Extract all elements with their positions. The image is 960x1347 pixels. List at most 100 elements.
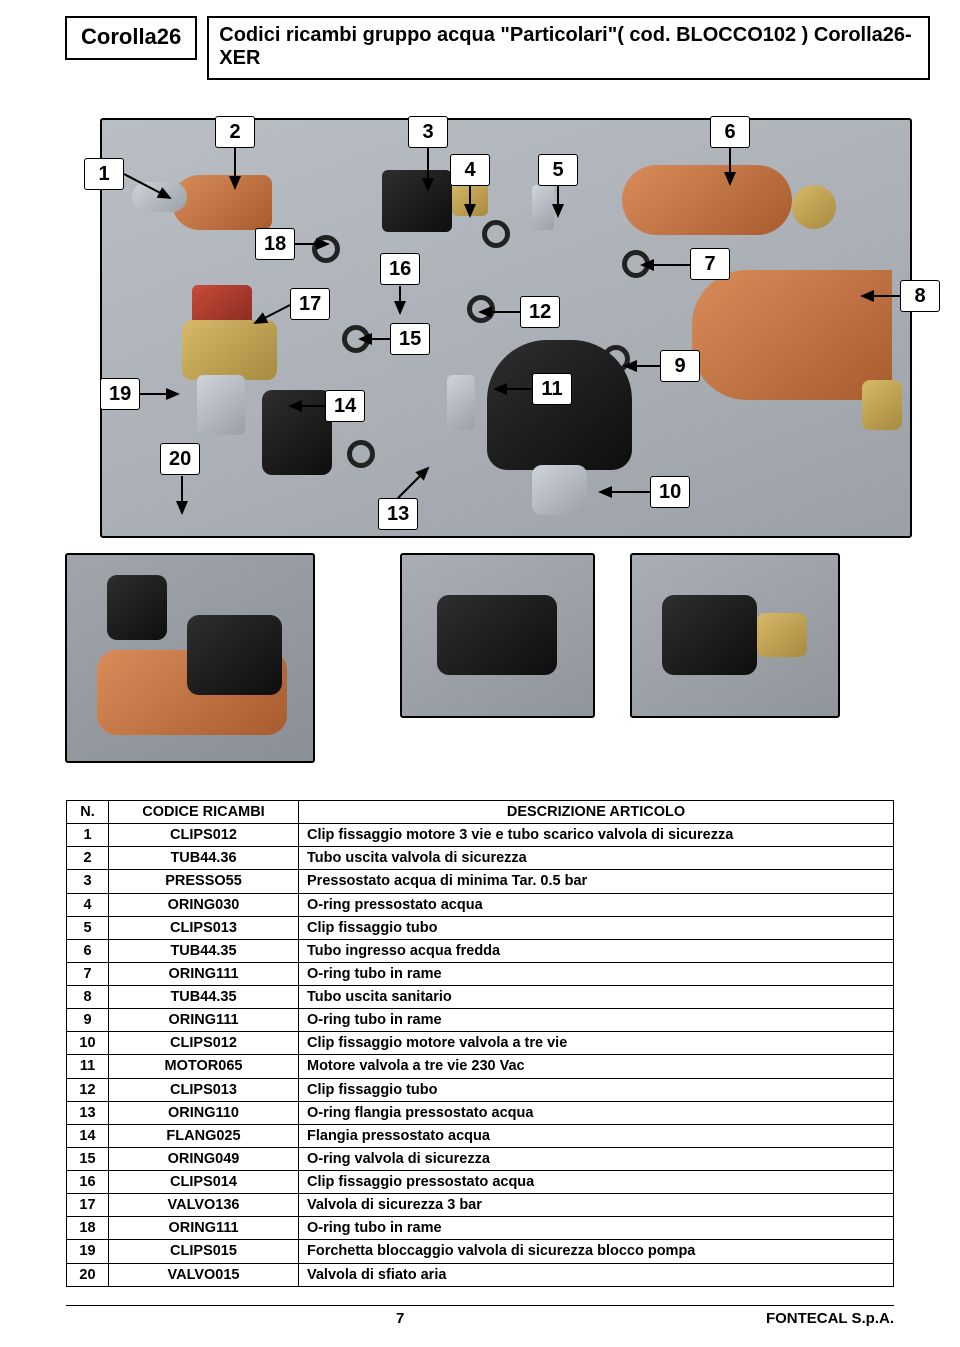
table-row: 5CLIPS013Clip fissaggio tubo <box>67 916 894 939</box>
cell-desc: O-ring tubo in rame <box>299 1009 894 1032</box>
cell-n: 17 <box>67 1194 109 1217</box>
callout-14: 14 <box>325 390 365 422</box>
cell-desc: Clip fissaggio motore valvola a tre vie <box>299 1032 894 1055</box>
cell-code: VALVO136 <box>109 1194 299 1217</box>
cell-code: FLANG025 <box>109 1124 299 1147</box>
cell-n: 4 <box>67 893 109 916</box>
cell-n: 10 <box>67 1032 109 1055</box>
cell-code: TUB44.35 <box>109 986 299 1009</box>
cell-desc: O-ring valvola di sicurezza <box>299 1147 894 1170</box>
cell-n: 1 <box>67 824 109 847</box>
callout-15: 15 <box>390 323 430 355</box>
cell-code: ORING049 <box>109 1147 299 1170</box>
cell-n: 14 <box>67 1124 109 1147</box>
callout-11: 11 <box>532 373 572 405</box>
table-row: 16CLIPS014Clip fissaggio pressostato acq… <box>67 1171 894 1194</box>
callout-20: 20 <box>160 443 200 475</box>
cell-n: 11 <box>67 1055 109 1078</box>
table-row: 18ORING111O-ring tubo in rame <box>67 1217 894 1240</box>
callout-6: 6 <box>710 116 750 148</box>
cell-code: ORING110 <box>109 1101 299 1124</box>
cell-n: 9 <box>67 1009 109 1032</box>
page-number: 7 <box>396 1310 404 1327</box>
cell-desc: O-ring pressostato acqua <box>299 893 894 916</box>
table-row: 15ORING049O-ring valvola di sicurezza <box>67 1147 894 1170</box>
cell-code: CLIPS015 <box>109 1240 299 1263</box>
callout-8: 8 <box>900 280 940 312</box>
cell-n: 8 <box>67 986 109 1009</box>
photo-sub-2 <box>400 553 595 718</box>
cell-code: CLIPS013 <box>109 1078 299 1101</box>
parts-tbody: 1CLIPS012Clip fissaggio motore 3 vie e t… <box>67 824 894 1287</box>
table-row: 7ORING111O-ring tubo in rame <box>67 962 894 985</box>
cell-n: 19 <box>67 1240 109 1263</box>
cell-desc: Pressostato acqua di minima Tar. 0.5 bar <box>299 870 894 893</box>
cell-desc: Forchetta bloccaggio valvola di sicurezz… <box>299 1240 894 1263</box>
th-n: N. <box>67 801 109 824</box>
cell-code: VALVO015 <box>109 1263 299 1286</box>
cell-desc: Tubo uscita sanitario <box>299 986 894 1009</box>
callout-19: 19 <box>100 378 140 410</box>
callout-2: 2 <box>215 116 255 148</box>
callout-17: 17 <box>290 288 330 320</box>
cell-n: 20 <box>67 1263 109 1286</box>
doc-title: Corolla26 <box>65 16 197 60</box>
footer: 7 FONTECAL S.p.A. <box>66 1305 894 1327</box>
table-row: 20VALVO015Valvola di sfiato aria <box>67 1263 894 1286</box>
cell-desc: O-ring tubo in rame <box>299 962 894 985</box>
cell-desc: Clip fissaggio motore 3 vie e tubo scari… <box>299 824 894 847</box>
cell-code: ORING030 <box>109 893 299 916</box>
cell-code: TUB44.36 <box>109 847 299 870</box>
photo-sub-3 <box>630 553 840 718</box>
doc-subtitle: Codici ricambi gruppo acqua "Particolari… <box>207 16 930 80</box>
table-row: 12CLIPS013Clip fissaggio tubo <box>67 1078 894 1101</box>
table-row: 19CLIPS015Forchetta bloccaggio valvola d… <box>67 1240 894 1263</box>
table-row: 1CLIPS012Clip fissaggio motore 3 vie e t… <box>67 824 894 847</box>
cell-code: CLIPS012 <box>109 1032 299 1055</box>
cell-n: 18 <box>67 1217 109 1240</box>
cell-code: ORING111 <box>109 1217 299 1240</box>
table-row: 4ORING030O-ring pressostato acqua <box>67 893 894 916</box>
callout-9: 9 <box>660 350 700 382</box>
cell-code: MOTOR065 <box>109 1055 299 1078</box>
cell-n: 15 <box>67 1147 109 1170</box>
callout-1: 1 <box>84 158 124 190</box>
callout-18: 18 <box>255 228 295 260</box>
cell-n: 5 <box>67 916 109 939</box>
cell-desc: Motore valvola a tre vie 230 Vac <box>299 1055 894 1078</box>
table-row: 10CLIPS012Clip fissaggio motore valvola … <box>67 1032 894 1055</box>
table-row: 13ORING110O-ring flangia pressostato acq… <box>67 1101 894 1124</box>
table-row: 11MOTOR065Motore valvola a tre vie 230 V… <box>67 1055 894 1078</box>
callout-12: 12 <box>520 296 560 328</box>
cell-code: ORING111 <box>109 1009 299 1032</box>
cell-desc: Valvola di sicurezza 3 bar <box>299 1194 894 1217</box>
th-desc: DESCRIZIONE ARTICOLO <box>299 801 894 824</box>
callout-10: 10 <box>650 476 690 508</box>
table-row: 17VALVO136Valvola di sicurezza 3 bar <box>67 1194 894 1217</box>
cell-code: CLIPS013 <box>109 916 299 939</box>
callout-16: 16 <box>380 253 420 285</box>
cell-desc: O-ring tubo in rame <box>299 1217 894 1240</box>
cell-desc: Tubo uscita valvola di sicurezza <box>299 847 894 870</box>
diagram-area: 1234567891011121314151617181920 <box>30 98 930 778</box>
cell-n: 7 <box>67 962 109 985</box>
cell-desc: Clip fissaggio tubo <box>299 916 894 939</box>
th-code: CODICE RICAMBI <box>109 801 299 824</box>
company-name: FONTECAL S.p.A. <box>766 1310 894 1327</box>
cell-desc: O-ring flangia pressostato acqua <box>299 1101 894 1124</box>
cell-n: 13 <box>67 1101 109 1124</box>
callout-4: 4 <box>450 154 490 186</box>
cell-n: 6 <box>67 939 109 962</box>
cell-n: 16 <box>67 1171 109 1194</box>
table-row: 9ORING111O-ring tubo in rame <box>67 1009 894 1032</box>
cell-desc: Clip fissaggio tubo <box>299 1078 894 1101</box>
callout-5: 5 <box>538 154 578 186</box>
cell-code: PRESSO55 <box>109 870 299 893</box>
table-row: 2TUB44.36Tubo uscita valvola di sicurezz… <box>67 847 894 870</box>
cell-n: 12 <box>67 1078 109 1101</box>
table-row: 3PRESSO55Pressostato acqua di minima Tar… <box>67 870 894 893</box>
callout-13: 13 <box>378 498 418 530</box>
cell-code: CLIPS012 <box>109 824 299 847</box>
cell-code: ORING111 <box>109 962 299 985</box>
cell-n: 2 <box>67 847 109 870</box>
